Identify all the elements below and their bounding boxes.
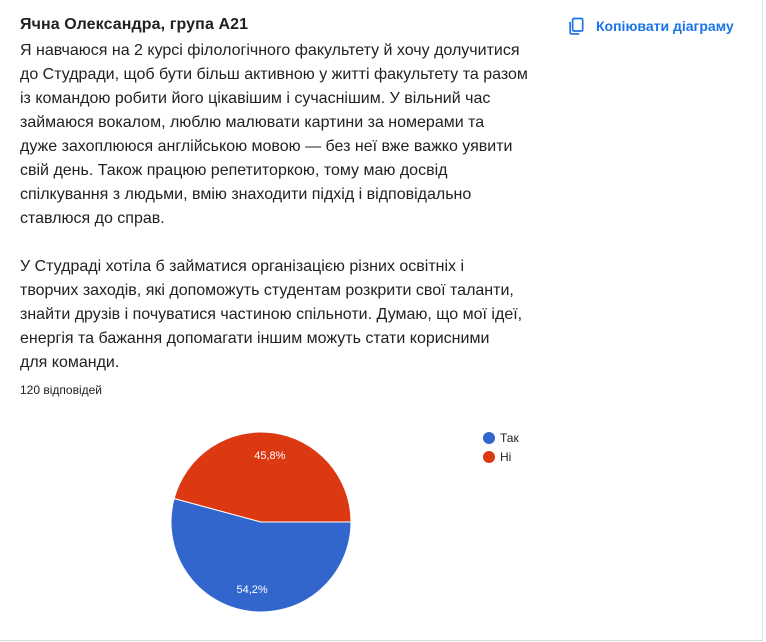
slice-label-no: 45,8% [254,450,285,462]
pie-slice-no [173,431,352,523]
response-count: 120 відповідей [20,383,102,397]
question-title: Ячна Олександра, група А21 [20,16,249,33]
legend-label-yes: Так [500,431,519,445]
legend-marker-yes [483,432,495,444]
copy-chart-label: Копіювати діаграму [596,18,734,34]
question-text: Я навчаюся на 2 курсі філологічного факу… [20,42,528,371]
pie-chart: 54,2% 45,8% Так Ні [170,431,519,613]
copy-chart-button[interactable]: Копіювати діаграму [566,12,734,40]
copy-icon [569,17,584,35]
legend-marker-no [483,451,495,463]
legend-label-no: Ні [500,450,511,464]
slice-label-yes: 54,2% [237,584,268,596]
pie-slice-yes [170,497,352,613]
